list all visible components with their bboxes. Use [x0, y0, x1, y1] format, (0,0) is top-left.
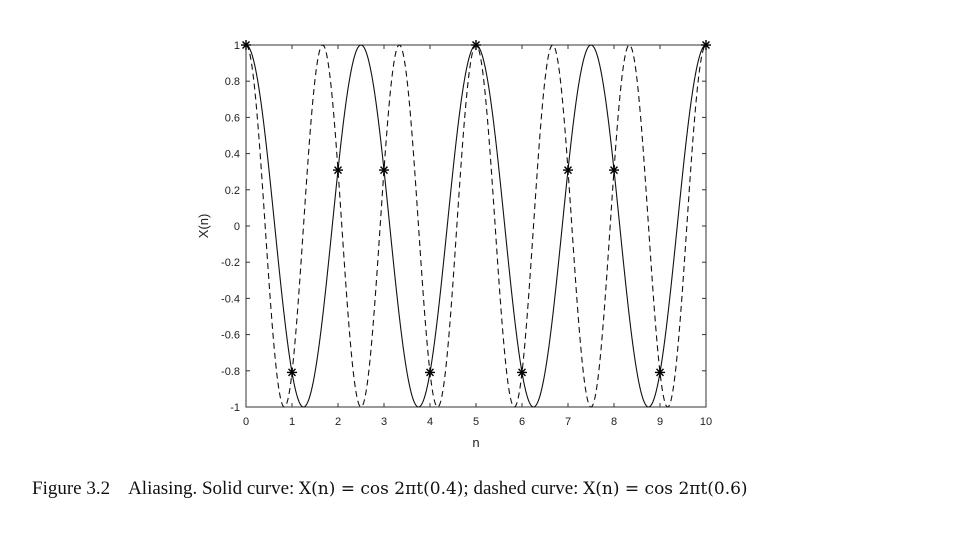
x-tick-label: 6	[519, 416, 525, 428]
x-tick-label: 10	[700, 416, 712, 428]
sample-marker	[241, 40, 251, 50]
plot-area: 0 1 2 3 4 5 6 7 8 9 10 1 0.8 0.6 0.4 0.2 0 -0.2 -0.4 -0.6 -0…	[196, 40, 712, 450]
y-axis-label: X(n)	[196, 214, 211, 239]
x-tick-label: 9	[657, 416, 663, 428]
x-tick-label: 3	[381, 416, 387, 428]
x-tick-label: 7	[565, 416, 571, 428]
y-tick-label: -0.2	[221, 257, 240, 269]
x-tick-label: 4	[427, 416, 433, 428]
axes-box	[245, 44, 707, 408]
y-tick-label: 0.8	[225, 76, 240, 88]
sample-marker	[563, 165, 573, 176]
x-tick-label: 5	[473, 416, 479, 428]
figure-number: Figure 3.2	[32, 478, 111, 499]
sample-marker	[609, 165, 619, 176]
y-tick-label: -1	[230, 402, 240, 414]
x-axis-label: n	[472, 435, 479, 450]
x-tick-label: 2	[335, 416, 341, 428]
sample-marker	[333, 165, 343, 176]
sample-marker	[655, 367, 665, 378]
caption-text-1: Aliasing. Solid curve:	[128, 478, 295, 499]
y-tick-label: -0.4	[221, 293, 240, 305]
sample-marker	[287, 367, 297, 378]
y-tick-label: -0.6	[221, 330, 240, 342]
caption-equation-2: X(n) = cos 2πt(0.6)	[583, 479, 748, 499]
y-tick-label: 0.2	[225, 185, 240, 197]
x-tick-label: 1	[289, 416, 295, 428]
dashed-curve	[245, 44, 707, 408]
sample-marker	[471, 40, 481, 50]
caption-text-2: ; dashed curve:	[463, 478, 579, 499]
y-tick-label: 1	[234, 40, 240, 52]
x-tick-label: 0	[243, 416, 249, 428]
sample-marker	[379, 165, 389, 176]
sample-marker	[425, 367, 435, 378]
sample-marker	[517, 367, 527, 378]
sample-marker	[701, 40, 711, 50]
caption-equation-1: X(n) = cos 2πt(0.4)	[299, 479, 464, 499]
x-tick-label: 8	[611, 416, 617, 428]
solid-curve	[245, 44, 707, 408]
figure-caption: Figure 3.2 Aliasing. Solid curve: X(n) =…	[32, 478, 952, 500]
y-tick-label: 0	[234, 221, 240, 233]
y-tick-label: 0.6	[225, 112, 240, 124]
y-tick-label: 0.4	[225, 149, 240, 161]
y-tick-label: -0.8	[221, 366, 240, 378]
